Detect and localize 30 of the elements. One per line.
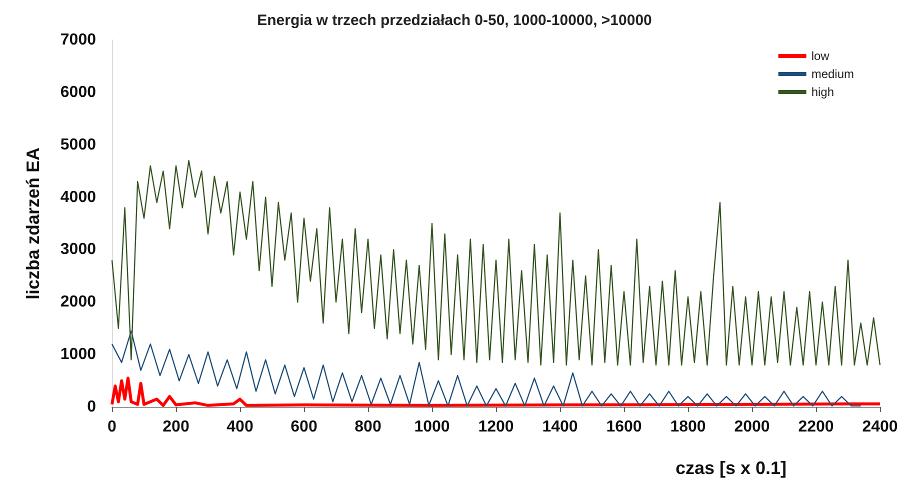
line-series xyxy=(111,330,862,407)
legend-label: low xyxy=(811,49,830,63)
x-axis-title: czas [s x 0.1] xyxy=(675,458,787,478)
y-tick-label: 5000 xyxy=(60,136,96,154)
line-series xyxy=(110,376,882,407)
x-tick-label: 600 xyxy=(290,418,318,436)
legend-label: medium xyxy=(811,67,854,81)
x-tick-label: 400 xyxy=(226,418,254,436)
x-tick-label: 1200 xyxy=(478,418,514,436)
x-tick-label: 1800 xyxy=(670,418,706,436)
legend-label: high xyxy=(811,85,834,99)
x-tick-label: 1400 xyxy=(542,418,578,436)
x-tick-label: 800 xyxy=(354,418,382,436)
y-tick-label: 2000 xyxy=(60,294,96,311)
x-tick-label: 2400 xyxy=(862,418,898,436)
y-tick-label: 4000 xyxy=(60,188,96,206)
x-tick-label: 2000 xyxy=(734,418,770,436)
x-tick-label: 200 xyxy=(162,418,190,436)
y-tick-label: 6000 xyxy=(60,84,96,101)
y-tick-label: 1000 xyxy=(60,346,96,364)
x-tick-label: 1600 xyxy=(606,418,642,436)
line-series xyxy=(111,160,881,366)
y-tick-label: 0 xyxy=(87,398,96,416)
y-tick-label: 7000 xyxy=(60,32,96,48)
x-tick-label: 2200 xyxy=(798,418,834,436)
x-tick-label: 1000 xyxy=(414,418,450,436)
y-tick-label: 3000 xyxy=(60,241,96,258)
y-axis-title: liczba zdarzeń EA xyxy=(23,147,43,300)
x-tick-label: 0 xyxy=(108,418,117,436)
chart-title: Energia w trzech przedziałach 0-50, 1000-10000, >10000 xyxy=(257,12,652,29)
